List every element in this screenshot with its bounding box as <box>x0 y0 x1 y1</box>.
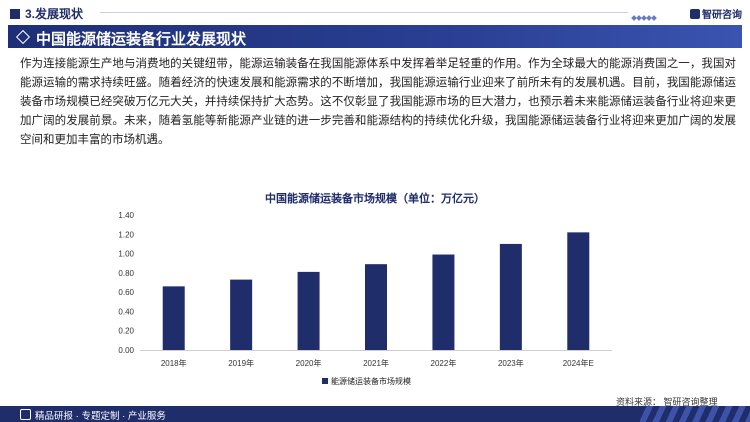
legend-label: 能源储运装备市场规模 <box>331 377 411 386</box>
x-tick-label: 2022年 <box>431 358 457 368</box>
x-tick-label: 2020年 <box>296 358 322 368</box>
section-label-text: 3.发展现状 <box>25 7 84 21</box>
bar <box>567 232 590 350</box>
bar <box>297 271 320 350</box>
source-note: 资料来源： 智研咨询整理 <box>616 397 718 407</box>
footer-services: 精品研报 · 专题定制 · 产业服务 <box>20 408 166 422</box>
square-icon <box>10 9 20 19</box>
bar <box>432 254 455 350</box>
bar <box>230 279 253 350</box>
divider <box>100 12 628 13</box>
footer-bar: 精品研报 · 专题定制 · 产业服务 <box>0 406 750 422</box>
y-tick-label: 0.80 <box>118 269 134 278</box>
x-tick-label: 2019年 <box>228 358 254 368</box>
chart-legend: 能源储运装备市场规模 <box>322 376 411 387</box>
x-tick-label: 2024年E <box>563 358 594 368</box>
brand-logo-icon <box>690 9 700 19</box>
page-title: 中国能源储运装备行业发展现状 <box>36 31 247 48</box>
y-tick-label: 0.40 <box>118 307 134 316</box>
y-tick-label: 0.20 <box>118 327 134 336</box>
y-tick-label: 0.00 <box>118 346 134 355</box>
y-tick-label: 0.60 <box>118 288 134 297</box>
x-tick-label: 2023年 <box>498 358 524 368</box>
legend-swatch <box>322 378 328 384</box>
bar <box>499 243 522 350</box>
title-banner: 中国能源储运装备行业发展现状 <box>8 25 742 48</box>
bar <box>365 264 387 350</box>
section-label: 3.发展现状 <box>10 5 83 22</box>
x-tick-label: 2018年 <box>161 358 187 368</box>
footer-logo-icon <box>20 409 31 420</box>
footer-stripes <box>640 406 750 422</box>
x-tick-label: 2021年 <box>363 358 389 368</box>
y-tick-label: 1.20 <box>118 230 134 239</box>
y-tick-label: 1.40 <box>118 211 134 220</box>
y-tick-label: 1.00 <box>118 250 134 259</box>
brand-logo: 智研咨询 <box>690 6 742 21</box>
footer-services-text: 精品研报 · 专题定制 · 产业服务 <box>35 411 166 422</box>
brand-name: 智研咨询 <box>702 10 742 21</box>
bar <box>162 286 185 350</box>
chart-title: 中国能源储运装备市场规模（单位：万亿元） <box>265 193 485 205</box>
intro-paragraph: 作为连接能源生产地与消费地的关键纽带，能源运输装备在我国能源体系中发挥着举足轻重… <box>20 58 736 146</box>
top-bar: 3.发展现状 智研咨询 <box>0 0 750 24</box>
